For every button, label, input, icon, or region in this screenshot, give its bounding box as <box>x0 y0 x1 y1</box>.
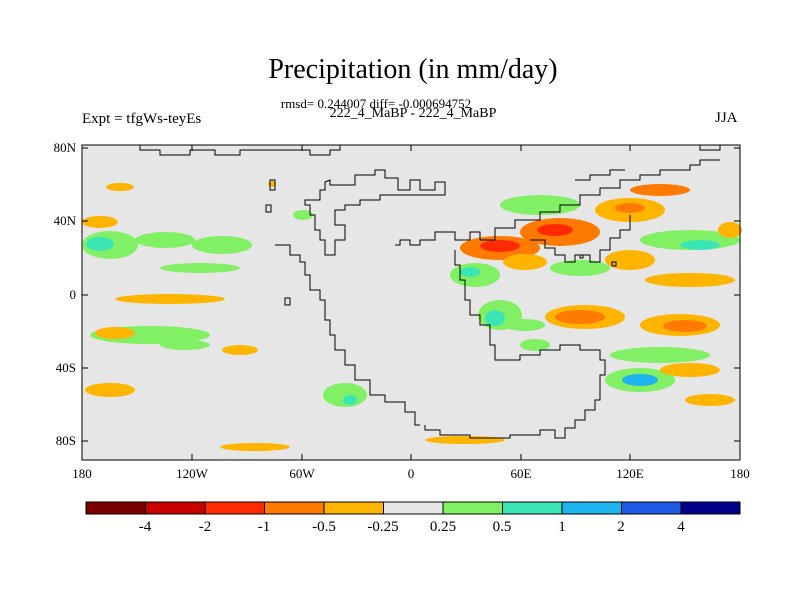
colorbar-box-4 <box>323 501 384 515</box>
x-tick-label: 60E <box>510 466 532 481</box>
colorbar <box>85 501 741 515</box>
colorbar-label: 4 <box>677 519 685 535</box>
anomaly-blob <box>550 260 610 276</box>
colorbar-label: -0.5 <box>312 519 336 535</box>
anomaly-blob <box>555 310 605 324</box>
anomaly-blob <box>160 340 210 350</box>
anomaly-blob <box>503 254 547 270</box>
colorbar-box-10 <box>680 501 741 515</box>
anomaly-blob <box>485 310 505 326</box>
anomaly-blob <box>293 210 313 220</box>
colorbar-box-7 <box>502 501 563 515</box>
coastline <box>575 169 625 181</box>
x-tick-label: 120E <box>616 466 644 481</box>
anomaly-blob <box>630 184 690 196</box>
colorbar-box-0 <box>85 501 146 515</box>
coastline <box>269 179 276 191</box>
colorbar-box-6 <box>442 501 503 515</box>
season-label: JJA <box>715 110 738 126</box>
axis-ticks <box>81 145 741 460</box>
anomaly-blob <box>115 294 225 304</box>
anomaly-blob <box>520 339 550 351</box>
colorbar-label: -4 <box>138 519 152 535</box>
anomaly-blob <box>106 183 134 191</box>
coastline <box>304 169 446 256</box>
chart-subtitle: 222_4_MaBP - 222_4_MaBP <box>329 106 497 121</box>
coastline <box>699 145 721 151</box>
anomaly-blob <box>460 267 480 277</box>
precip-anomaly-layer <box>82 181 742 451</box>
colorbar-box-8 <box>561 501 622 515</box>
colorbar-label: 1 <box>558 519 566 535</box>
coastline <box>139 145 341 156</box>
anomaly-blob <box>622 374 658 386</box>
colorbar-label: -0.25 <box>367 519 399 535</box>
coastline-layer <box>139 145 721 439</box>
anomaly-blob <box>605 250 655 270</box>
anomaly-blob <box>160 263 240 273</box>
anomaly-blob <box>660 363 720 377</box>
x-tick-label: 0 <box>407 466 415 481</box>
x-tick-label: 60W <box>289 466 315 481</box>
colorbar-box-5 <box>383 501 444 515</box>
y-tick-label: 80S <box>55 433 76 448</box>
y-tick-label: 80N <box>53 140 76 155</box>
coastline <box>275 244 420 426</box>
anomaly-blob <box>645 273 735 287</box>
anomaly-blob <box>663 320 707 332</box>
colorbar-box-2 <box>204 501 265 515</box>
anomaly-blob <box>192 236 252 254</box>
colorbar-label: -1 <box>257 519 271 535</box>
anomaly-blob <box>86 237 114 251</box>
x-tick-label: 120W <box>176 466 208 481</box>
coastline <box>611 261 617 267</box>
colorbar-box-9 <box>621 501 682 515</box>
chart-title: Precipitation (in mm/day) <box>268 54 558 85</box>
anomaly-blob <box>220 443 290 451</box>
colorbar-box-3 <box>264 501 325 515</box>
x-tick-label: 180 <box>72 466 92 481</box>
anomaly-blob <box>480 240 520 252</box>
y-tick-label: 40S <box>55 360 76 375</box>
colorbar-box-1 <box>145 501 206 515</box>
anomaly-blob <box>685 394 735 406</box>
anomaly-blob <box>343 395 357 405</box>
coastline <box>265 204 272 213</box>
anomaly-blob <box>680 240 720 250</box>
experiment-label: Expt = tfgWs-teyEs <box>82 111 202 127</box>
anomaly-blob <box>95 327 135 339</box>
anomaly-blob <box>505 319 545 331</box>
anomaly-blob <box>615 203 645 213</box>
anomaly-blob <box>222 345 258 355</box>
colorbar-label: 2 <box>617 519 625 535</box>
y-tick-label: 40N <box>53 213 76 228</box>
x-tick-label: 180 <box>730 466 750 481</box>
coastline <box>579 254 584 259</box>
coastline <box>284 297 291 306</box>
anomaly-blob <box>135 232 195 248</box>
anomaly-blob <box>85 383 135 397</box>
coastline <box>395 159 720 246</box>
anomaly-blob <box>82 216 118 228</box>
anomaly-blob <box>610 347 710 363</box>
anomaly-blob <box>425 436 505 444</box>
anomaly-blob <box>718 222 742 238</box>
colorbar-label: 0.5 <box>492 519 512 535</box>
coastline <box>424 250 606 439</box>
colorbar-label: 0.25 <box>429 519 457 535</box>
y-tick-label: 0 <box>69 287 77 302</box>
anomaly-blob <box>537 224 573 236</box>
coastline <box>530 215 631 263</box>
stats-line: rmsd= 0.244007 diff= -0.000694752 <box>280 96 472 111</box>
colorbar-label: -2 <box>198 519 212 535</box>
